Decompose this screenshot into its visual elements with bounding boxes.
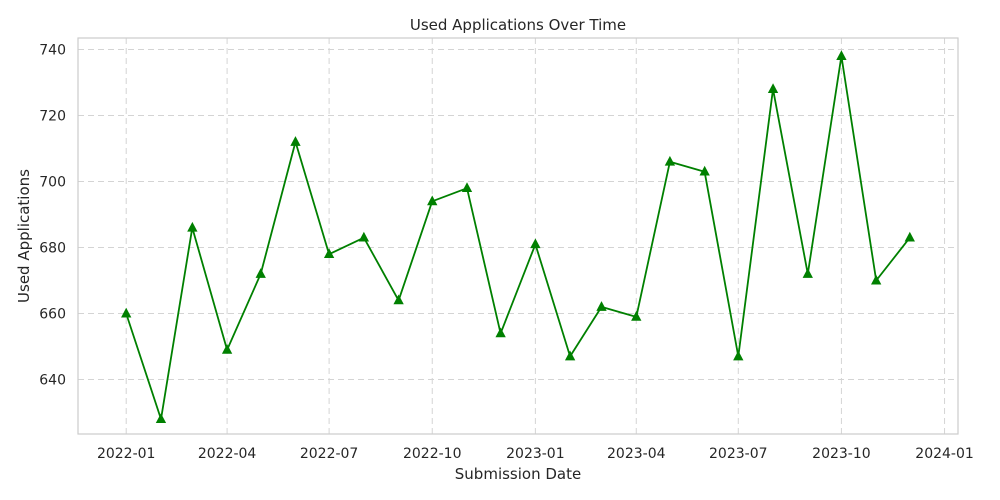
data-point-marker [802, 268, 813, 278]
x-axis-label: Submission Date [455, 465, 581, 483]
plot-frame [77, 37, 959, 435]
data-point-marker [358, 231, 370, 242]
y-tick-label: 640 [39, 373, 66, 389]
data-point-marker [596, 301, 607, 311]
data-point-marker [699, 165, 710, 176]
data-point-marker [187, 221, 198, 232]
y-axis-label: Used Applications [15, 169, 33, 303]
y-tick-label: 660 [39, 307, 66, 323]
data-point-marker [155, 413, 167, 424]
data-point-marker [323, 248, 335, 259]
x-tick-label: 2023-04 [607, 446, 666, 462]
y-axis-ticks: 640 660 680 700 720 740 [39, 43, 66, 389]
x-tick-label: 2023-01 [506, 446, 565, 462]
data-point-marker [427, 195, 438, 206]
grid [78, 38, 958, 434]
x-tick-label: 2022-01 [97, 446, 156, 462]
data-point-marker [871, 274, 882, 285]
data-point-marker [393, 294, 404, 305]
series-layer [121, 50, 915, 424]
chart-title: Used Applications Over Time [410, 16, 626, 34]
data-point-marker [733, 350, 744, 361]
data-point-marker [121, 307, 132, 318]
x-tick-label: 2022-04 [198, 446, 257, 462]
series-line [125, 55, 911, 421]
x-tick-label: 2022-10 [403, 446, 462, 462]
data-point-marker [836, 50, 847, 61]
x-tick-label: 2023-10 [812, 446, 871, 462]
x-axis-ticks: 2022-01 2022-04 2022-07 2022-10 2023-01 2023-… [97, 446, 974, 462]
data-point-marker [495, 327, 506, 338]
y-tick-label: 720 [39, 109, 66, 125]
data-point-marker [221, 343, 233, 354]
x-tick-label: 2022-07 [300, 446, 359, 462]
data-point-marker [564, 350, 576, 361]
data-point-marker [255, 268, 266, 278]
x-tick-label: 2024-01 [915, 446, 974, 462]
data-point-marker [664, 155, 676, 166]
data-point-marker [290, 136, 301, 146]
data-point-marker [904, 231, 915, 242]
y-tick-label: 700 [39, 175, 66, 191]
data-point-marker [767, 83, 779, 94]
y-tick-label: 740 [39, 43, 66, 59]
x-tick-label: 2023-07 [709, 446, 768, 462]
data-point-marker [461, 182, 473, 193]
data-point-marker [631, 310, 642, 321]
y-tick-label: 680 [39, 241, 66, 257]
data-point-marker [530, 238, 541, 249]
